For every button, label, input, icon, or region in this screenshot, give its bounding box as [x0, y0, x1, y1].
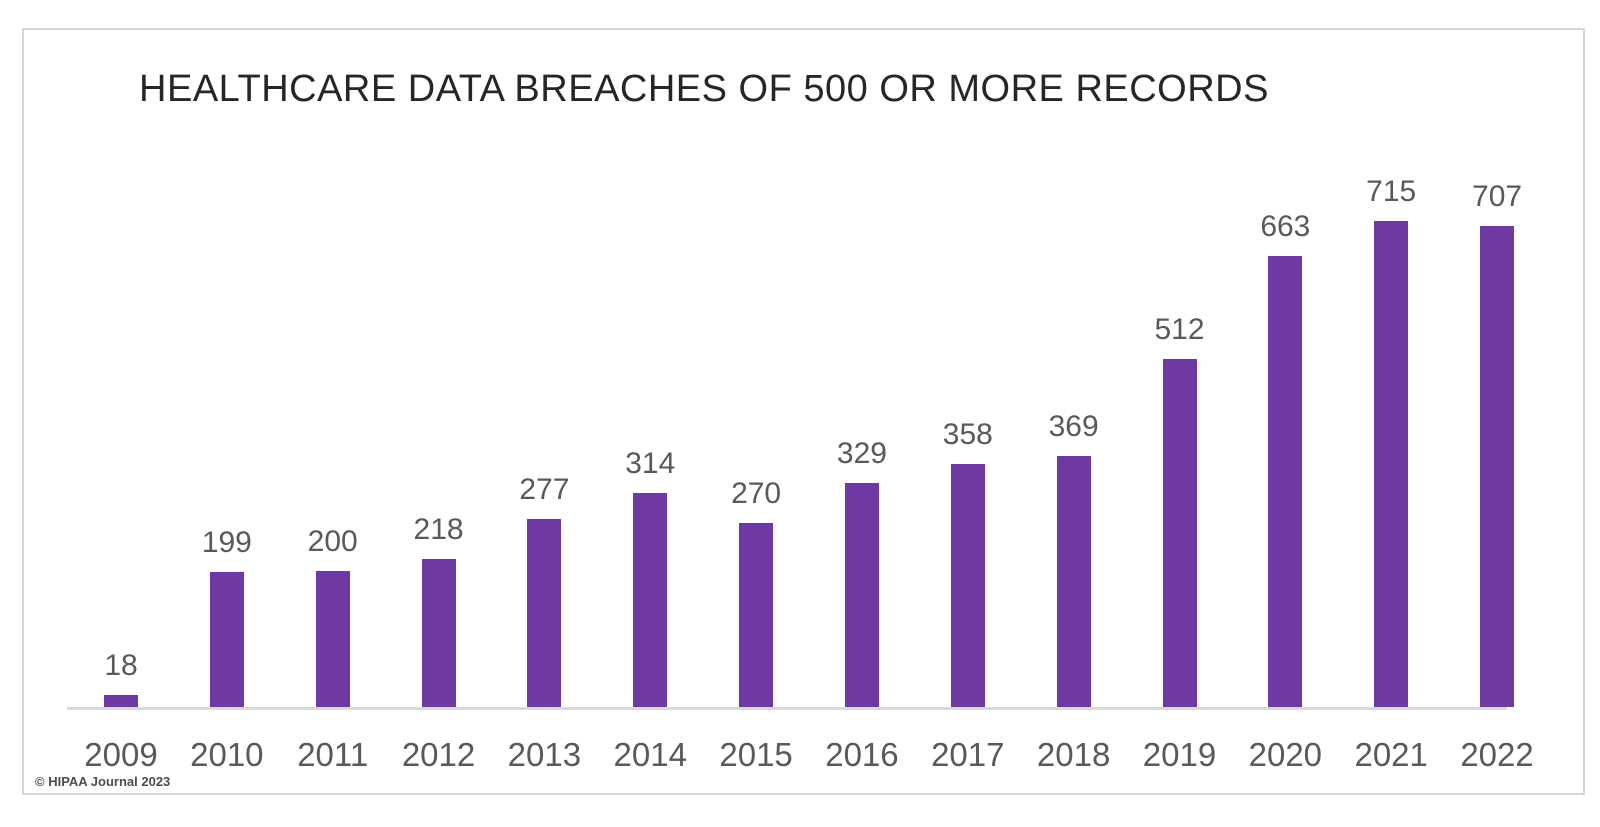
x-axis-tick-label: 2016: [825, 736, 899, 773]
x-axis-tick-label: 2020: [1248, 736, 1323, 773]
bar-value-label: 314: [625, 447, 676, 480]
x-axis-tick-label: 2012: [401, 736, 476, 773]
x-axis-tick-label: 2019: [1142, 736, 1217, 773]
x-axis-tick-label: 2017: [931, 736, 1005, 773]
bar-value-label: 199: [201, 526, 252, 559]
bar-2021: [1374, 221, 1409, 707]
x-axis-tick-label: 2011: [297, 736, 369, 773]
bar-2012: [421, 559, 456, 707]
bar-2014: [633, 493, 668, 707]
bar-value-label: 18: [104, 649, 138, 682]
x-axis-tick-label: 2010: [190, 736, 264, 773]
bar-value-label: 329: [836, 437, 887, 470]
x-axis-tick-label: 2022: [1460, 736, 1534, 773]
bar-2013: [527, 519, 562, 707]
bar-2019: [1162, 359, 1197, 707]
bar-value-label: 277: [519, 473, 570, 506]
chart-frame: HEALTHCARE DATA BREACHES OF 500 OR MORE …: [22, 28, 1585, 795]
bar-value-label: 715: [1366, 175, 1417, 208]
x-axis-tick-label: 2021: [1354, 736, 1428, 773]
bar-2017: [950, 464, 985, 707]
x-axis-tick-label: 2015: [719, 736, 793, 773]
bar-2010: [209, 572, 244, 707]
chart-title: HEALTHCARE DATA BREACHES OF 500 OR MORE …: [139, 68, 1269, 110]
bar-2011: [315, 571, 350, 707]
bar-2022: [1480, 226, 1515, 707]
x-axis-tick-label: 2013: [507, 736, 582, 773]
copyright-credit: © HIPAA Journal 2023: [35, 774, 171, 789]
bar-value-label: 512: [1154, 313, 1205, 346]
bar-value-label: 218: [413, 513, 464, 546]
bar-2015: [739, 523, 774, 707]
bar-2018: [1056, 456, 1091, 707]
x-axis-tick-label: 2018: [1036, 736, 1111, 773]
bar-value-label: 707: [1472, 180, 1523, 213]
bar-value-label: 663: [1260, 210, 1311, 243]
bar-value-label: 200: [307, 525, 358, 558]
x-axis-line: [67, 707, 1507, 710]
bar-value-label: 270: [731, 477, 782, 510]
bar-2009: [104, 695, 138, 707]
bar-value-label: 369: [1048, 410, 1099, 443]
plot-area: 18 2009 199 2010 200 2011 218 2012 277 2013 314 201…: [24, 30, 1583, 793]
bar-2016: [844, 483, 879, 707]
bar-value-label: 358: [942, 418, 993, 451]
x-axis-tick-label: 2014: [613, 736, 687, 773]
x-axis-tick-label: 2009: [84, 736, 158, 773]
bar-2020: [1268, 256, 1303, 707]
